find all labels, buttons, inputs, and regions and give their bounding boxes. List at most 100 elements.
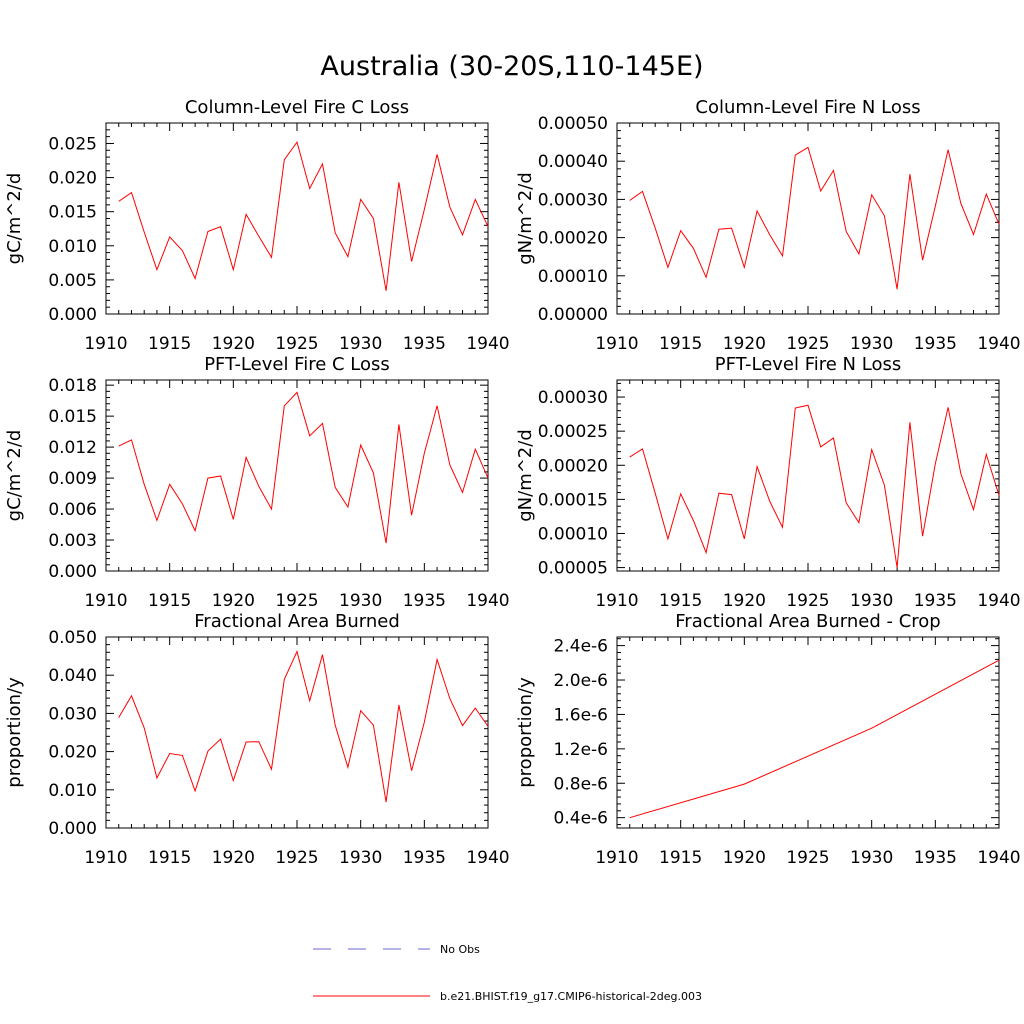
x-tick-label: 1910: [595, 848, 638, 868]
panel-title: Fractional Area Burned - Crop: [675, 611, 940, 632]
x-tick-label: 1915: [148, 334, 191, 354]
x-tick-label: 1935: [403, 591, 446, 611]
x-tick-label: 1940: [466, 591, 509, 611]
x-tick-label: 1930: [850, 334, 893, 354]
y-axis-label: gN/m^2/d: [515, 172, 536, 265]
series-line: [629, 146, 1000, 290]
y-axis-label: gC/m^2/d: [4, 173, 25, 265]
panel-pft-level-fire-c-loss: PFT-Level Fire C Loss gC/m^2/d 1910 1915 192…: [4, 354, 510, 611]
x-tick-label: 1920: [212, 591, 255, 611]
x-tick-label: 1930: [339, 591, 382, 611]
y-tick-label: 0.00020: [538, 456, 608, 476]
x-tick-label: 1920: [212, 848, 255, 868]
panel-fractional-area-burned: Fractional Area Burned proportion/y 1910 19…: [4, 611, 510, 868]
x-tick-label: 1935: [914, 334, 957, 354]
y-tick-label: 0.00030: [538, 388, 608, 408]
series-line: [118, 391, 489, 544]
y-tick-label: 0.00030: [538, 190, 608, 210]
x-tick-label: 1935: [914, 848, 957, 868]
y-tick-label: 0.020: [48, 169, 97, 189]
x-tick-label: 1910: [595, 591, 638, 611]
y-tick-label: 0.005: [48, 271, 97, 291]
y-tick-label: 0.4e-6: [554, 809, 608, 829]
panel-title: Column-Level Fire C Loss: [185, 97, 409, 118]
y-tick-label: 0.003: [48, 531, 97, 551]
x-tick-label: 1935: [914, 591, 957, 611]
y-tick-label: 0.015: [48, 203, 97, 223]
panel-pft-level-fire-n-loss: PFT-Level Fire N Loss gN/m^2/d 1910 1915 192…: [515, 354, 1021, 611]
x-tick-label: 1930: [339, 848, 382, 868]
legend-label-model: b.e21.BHIST.f19_g17.CMIP6-historical-2de…: [440, 990, 702, 1003]
x-tick-label: 1940: [977, 591, 1020, 611]
panel-title: PFT-Level Fire C Loss: [204, 354, 390, 375]
x-tick-label: 1920: [723, 591, 766, 611]
x-tick-label: 1910: [84, 848, 127, 868]
x-tick-label: 1920: [723, 334, 766, 354]
plot-frame: [105, 379, 489, 572]
x-tick-label: 1925: [275, 334, 318, 354]
plot-frame: [616, 379, 1000, 572]
x-tick-label: 1940: [977, 334, 1020, 354]
x-tick-label: 1915: [659, 591, 702, 611]
y-tick-label: 0.050: [48, 628, 97, 648]
y-tick-label: 0.000: [48, 305, 97, 325]
y-tick-label: 0.00040: [538, 152, 608, 172]
x-tick-label: 1930: [850, 848, 893, 868]
legend-label-no-obs: No Obs: [440, 943, 480, 956]
plot-frame: [105, 636, 489, 829]
series-line: [118, 140, 489, 291]
x-tick-label: 1915: [148, 591, 191, 611]
y-tick-label: 0.00050: [538, 114, 608, 134]
panel-title: Column-Level Fire N Loss: [695, 97, 920, 118]
x-tick-label: 1920: [212, 334, 255, 354]
x-tick-label: 1910: [84, 591, 127, 611]
y-tick-label: 0.015: [48, 407, 97, 427]
y-tick-label: 0.030: [48, 704, 97, 724]
plot-frame: [105, 122, 489, 315]
y-tick-label: 0.000: [48, 819, 97, 839]
y-tick-label: 0.040: [48, 666, 97, 686]
x-tick-label: 1925: [786, 334, 829, 354]
legend: No Obs b.e21.BHIST.f19_g17.CMIP6-histori…: [313, 943, 702, 1003]
panel-title: PFT-Level Fire N Loss: [715, 354, 901, 375]
y-tick-label: 0.010: [48, 237, 97, 257]
y-tick-label: 0.00025: [538, 422, 608, 442]
panel-column-level-fire-n-loss: Column-Level Fire N Loss gN/m^2/d 1910 1915…: [515, 97, 1021, 354]
x-tick-label: 1940: [466, 334, 509, 354]
y-tick-label: 0.00010: [538, 267, 608, 287]
y-tick-label: 0.009: [48, 469, 97, 489]
y-axis-label: gN/m^2/d: [515, 429, 536, 522]
y-axis-label: gC/m^2/d: [4, 430, 25, 522]
panel-column-level-fire-c-loss: Column-Level Fire C Loss gC/m^2/d 1910 1915…: [4, 97, 510, 354]
x-tick-label: 1940: [466, 848, 509, 868]
y-tick-label: 0.006: [48, 500, 97, 520]
x-tick-label: 1935: [403, 334, 446, 354]
y-tick-label: 1.2e-6: [554, 740, 608, 760]
main-title: Australia (30-20S,110-145E): [320, 51, 703, 82]
series-line: [118, 650, 489, 803]
y-tick-label: 0.00015: [538, 490, 608, 510]
y-tick-label: 0.025: [48, 134, 97, 154]
plot-frame: [616, 636, 1000, 829]
y-tick-label: 0.018: [48, 376, 97, 396]
y-axis-label: proportion/y: [4, 677, 25, 788]
x-tick-label: 1930: [339, 334, 382, 354]
x-tick-label: 1930: [850, 591, 893, 611]
x-tick-label: 1925: [786, 848, 829, 868]
series-line: [629, 659, 1000, 819]
panel-fractional-area-burned-crop: Fractional Area Burned - Crop proportion/…: [515, 611, 1021, 868]
y-tick-label: 0.00005: [538, 559, 608, 579]
x-tick-label: 1910: [84, 334, 127, 354]
y-tick-label: 2.4e-6: [554, 637, 608, 657]
y-tick-label: 0.00020: [538, 229, 608, 249]
y-axis-label: proportion/y: [515, 677, 536, 788]
x-tick-label: 1915: [659, 848, 702, 868]
x-tick-label: 1925: [275, 591, 318, 611]
x-tick-label: 1925: [275, 848, 318, 868]
series-line: [629, 404, 1000, 568]
x-tick-label: 1915: [659, 334, 702, 354]
plot-frame: [616, 122, 1000, 315]
x-tick-label: 1925: [786, 591, 829, 611]
x-tick-label: 1915: [148, 848, 191, 868]
